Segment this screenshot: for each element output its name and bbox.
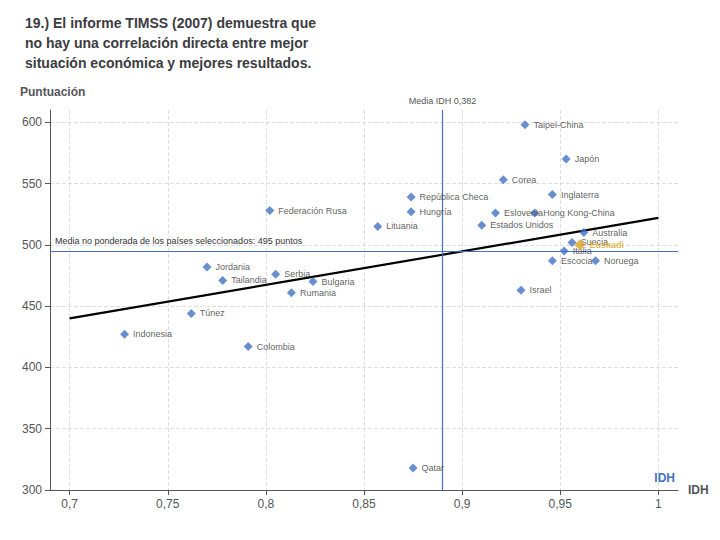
svg-text:no hay una correlación directa: no hay una correlación directa entre mej… <box>25 35 309 51</box>
svg-text:350: 350 <box>22 422 42 436</box>
svg-text:Israel: Israel <box>530 285 552 295</box>
svg-text:600: 600 <box>22 115 42 129</box>
svg-text:Federación Rusa: Federación Rusa <box>278 206 347 216</box>
svg-text:400: 400 <box>22 360 42 374</box>
svg-text:Taipei-China: Taipei-China <box>533 120 583 130</box>
svg-text:Estados Unidos: Estados Unidos <box>490 220 554 230</box>
svg-text:IDH: IDH <box>654 471 675 485</box>
svg-text:0,7: 0,7 <box>61 497 78 511</box>
svg-text:Puntuación: Puntuación <box>20 85 85 99</box>
svg-text:Corea: Corea <box>512 175 537 185</box>
svg-text:Qatar: Qatar <box>422 463 445 473</box>
svg-text:450: 450 <box>22 299 42 313</box>
svg-text:IDH: IDH <box>688 483 709 497</box>
svg-text:500: 500 <box>22 238 42 252</box>
svg-text:0,95: 0,95 <box>549 497 573 511</box>
svg-text:Túnez: Túnez <box>200 308 226 318</box>
svg-text:República Checa: República Checa <box>420 192 489 202</box>
svg-text:19.) El informe TIMSS (2007) d: 19.) El informe TIMSS (2007) demuestra q… <box>25 15 316 31</box>
svg-text:Media no ponderada de los país: Media no ponderada de los países selecci… <box>55 236 303 246</box>
svg-text:Australia: Australia <box>592 228 627 238</box>
svg-text:Jordania: Jordania <box>216 262 251 272</box>
svg-text:0,9: 0,9 <box>454 497 471 511</box>
svg-text:Hong Kong-China: Hong Kong-China <box>543 208 615 218</box>
svg-text:Eslovenia: Eslovenia <box>504 208 543 218</box>
svg-text:0,85: 0,85 <box>352 497 376 511</box>
svg-text:300: 300 <box>22 483 42 497</box>
svg-text:Colombia: Colombia <box>257 342 295 352</box>
svg-text:550: 550 <box>22 177 42 191</box>
svg-text:Inglaterra: Inglaterra <box>561 190 599 200</box>
svg-text:Italia: Italia <box>572 246 592 256</box>
svg-text:Hungría: Hungría <box>420 207 452 217</box>
svg-text:1: 1 <box>655 497 662 511</box>
svg-text:situación económica y mejores: situación económica y mejores resultados… <box>25 55 311 71</box>
svg-text:Indonesia: Indonesia <box>133 329 172 339</box>
svg-text:Serbia: Serbia <box>284 269 310 279</box>
svg-text:Rumania: Rumania <box>300 288 336 298</box>
svg-text:Lituania: Lituania <box>386 221 418 231</box>
svg-text:Media IDH 0,382: Media IDH 0,382 <box>409 96 477 106</box>
svg-text:Noruega: Noruega <box>604 256 639 266</box>
svg-text:Japón: Japón <box>575 154 600 164</box>
svg-text:Tailandia: Tailandia <box>231 275 267 285</box>
svg-text:0,8: 0,8 <box>258 497 275 511</box>
svg-text:Bulgaria: Bulgaria <box>321 277 354 287</box>
svg-text:Euskadi: Euskadi <box>589 240 624 250</box>
svg-text:Escocia: Escocia <box>561 256 593 266</box>
svg-text:0,75: 0,75 <box>156 497 180 511</box>
